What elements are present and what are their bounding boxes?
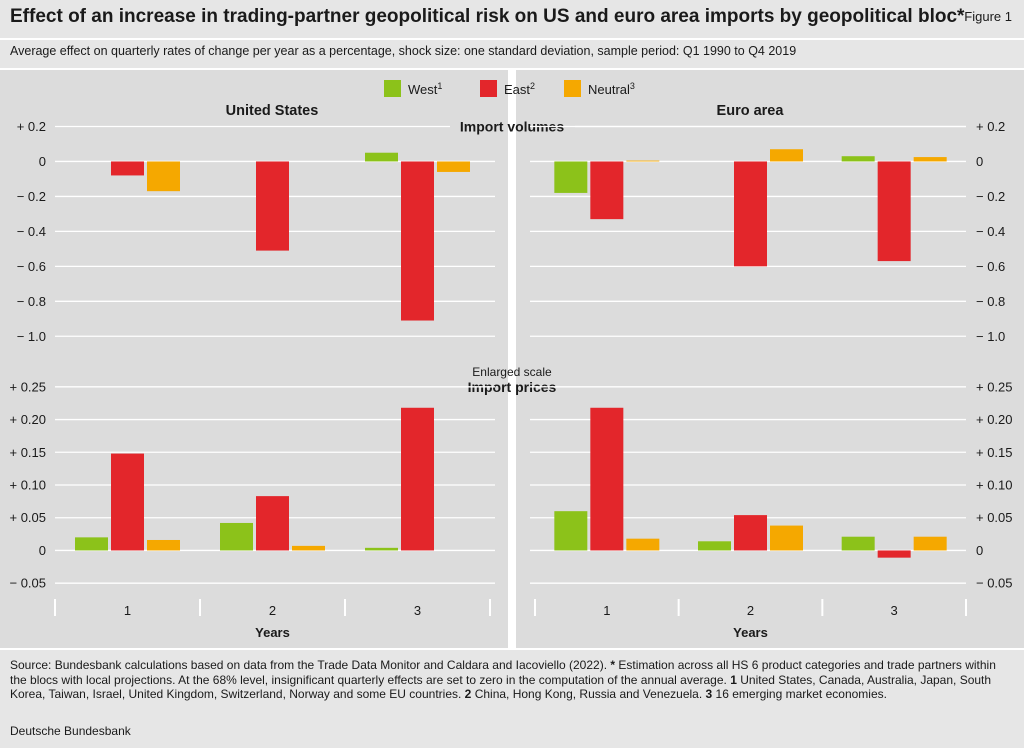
footnote-2-text: China, Hong Kong, Russia and Venezuela. bbox=[471, 687, 706, 701]
column-title-us: United States bbox=[226, 103, 319, 119]
bar-import-volumes-euro-area-year2-east bbox=[734, 161, 767, 267]
bar-import-prices-euro-area-year3-neutral bbox=[913, 536, 947, 551]
y-tick-label-left-import-volumes: − 0.2 bbox=[17, 189, 46, 204]
bar-import-volumes-united-states-year3-west bbox=[365, 152, 398, 162]
bar-import-prices-euro-area-year2-east bbox=[734, 515, 767, 551]
title-divider bbox=[0, 38, 1024, 40]
x-axis-label-euro-area: Years bbox=[733, 625, 768, 640]
footnote-source: Source: Bundesbank calculations based on… bbox=[10, 658, 611, 672]
column-title-euro: Euro area bbox=[717, 103, 785, 119]
y-tick-label-right-import-prices: + 0.05 bbox=[976, 510, 1013, 525]
chart-subtitle: Average effect on quarterly rates of cha… bbox=[10, 44, 797, 58]
bar-import-prices-euro-area-year3-east bbox=[877, 550, 911, 558]
bar-import-volumes-euro-area-year1-east bbox=[590, 161, 624, 220]
bar-import-volumes-united-states-year1-neutral bbox=[147, 161, 180, 192]
x-tick-label: 1 bbox=[603, 603, 610, 618]
footnote-marker-3: 3 bbox=[705, 687, 713, 701]
y-tick-label-left-import-prices: − 0.05 bbox=[9, 576, 46, 591]
y-tick-label-right-import-volumes: − 0.8 bbox=[976, 294, 1005, 309]
y-tick-label-right-import-volumes: − 1.0 bbox=[976, 329, 1005, 344]
y-tick-label-left-import-prices: + 0.20 bbox=[9, 412, 46, 427]
publisher: Deutsche Bundesbank bbox=[10, 724, 131, 738]
bar-import-volumes-united-states-year3-neutral bbox=[437, 161, 470, 172]
y-tick-label-left-import-volumes: 0 bbox=[39, 154, 46, 169]
y-tick-label-right-import-prices: − 0.05 bbox=[976, 576, 1013, 591]
bar-import-prices-united-states-year2-neutral bbox=[292, 545, 325, 551]
chart-title: Effect of an increase in trading-partner… bbox=[10, 6, 965, 27]
bar-import-volumes-euro-area-year3-west bbox=[841, 156, 875, 162]
bar-import-volumes-united-states-year1-east bbox=[111, 161, 144, 176]
y-tick-label-left-import-volumes: − 0.8 bbox=[17, 294, 46, 309]
bar-import-volumes-euro-area-year3-east bbox=[877, 161, 911, 262]
bar-import-volumes-euro-area-year3-neutral bbox=[913, 157, 947, 162]
x-tick-label: 3 bbox=[891, 603, 898, 618]
bar-import-volumes-united-states-year3-east bbox=[401, 161, 434, 321]
bar-import-volumes-euro-area-year1-neutral bbox=[626, 160, 660, 162]
y-tick-label-right-import-volumes: − 0.2 bbox=[976, 189, 1005, 204]
y-tick-label-right-import-prices: 0 bbox=[976, 543, 983, 558]
chart-bottom-rule bbox=[0, 648, 1024, 650]
y-tick-label-left-import-prices: 0 bbox=[39, 543, 46, 558]
y-tick-label-right-import-volumes: − 0.4 bbox=[976, 224, 1005, 239]
center-divider bbox=[508, 68, 516, 650]
chart-top-rule bbox=[0, 68, 1024, 70]
bar-import-prices-euro-area-year2-neutral bbox=[770, 525, 803, 551]
y-tick-label-left-import-volumes: + 0.2 bbox=[17, 119, 46, 134]
x-tick-label: 1 bbox=[124, 603, 131, 618]
footnote-marker-2: 2 bbox=[464, 687, 472, 701]
footnote-marker-1: 1 bbox=[730, 672, 737, 687]
y-tick-label-right-import-prices: + 0.25 bbox=[976, 379, 1013, 394]
legend-label-west: West1 bbox=[408, 81, 442, 97]
footnote-3-text: 16 emerging market economies. bbox=[712, 687, 887, 701]
panel-title-import-volumes: Import volumes bbox=[460, 118, 564, 134]
bar-import-prices-united-states-year2-west bbox=[220, 522, 253, 551]
legend-label-east: East2 bbox=[504, 81, 535, 97]
legend-swatch-east bbox=[480, 80, 497, 97]
y-tick-label-right-import-prices: + 0.15 bbox=[976, 445, 1013, 460]
panel-title-import-prices: Import prices bbox=[468, 379, 557, 395]
y-tick-label-left-import-prices: + 0.05 bbox=[9, 510, 46, 525]
x-axis-label-united-states: Years bbox=[255, 625, 290, 640]
y-tick-label-right-import-volumes: + 0.2 bbox=[976, 119, 1005, 134]
panel-note-import-prices: Enlarged scale bbox=[472, 365, 552, 379]
bar-import-prices-united-states-year1-west bbox=[75, 537, 108, 551]
bar-import-prices-euro-area-year1-neutral bbox=[626, 538, 660, 551]
bar-import-volumes-euro-area-year2-neutral bbox=[770, 149, 803, 162]
bar-import-prices-euro-area-year3-west bbox=[841, 536, 875, 551]
y-tick-label-right-import-prices: + 0.20 bbox=[976, 412, 1013, 427]
bar-import-volumes-united-states-year2-east bbox=[256, 161, 289, 251]
y-tick-label-left-import-volumes: − 0.4 bbox=[17, 224, 46, 239]
figure-label: Figure 1 bbox=[964, 9, 1012, 24]
bar-import-prices-united-states-year3-west bbox=[365, 547, 398, 551]
chart-canvas: West1 East2 Neutral3 United States Euro area… bbox=[0, 68, 1024, 650]
bar-import-prices-united-states-year1-east bbox=[111, 453, 144, 551]
x-tick-label: 2 bbox=[747, 603, 754, 618]
bar-import-prices-euro-area-year2-west bbox=[698, 541, 731, 551]
legend-swatch-neutral bbox=[564, 80, 581, 97]
bar-import-prices-united-states-year1-neutral bbox=[147, 539, 180, 551]
footnote-star-text: Estimation across all HS 6 product categ… bbox=[10, 658, 996, 687]
y-tick-label-left-import-prices: + 0.15 bbox=[9, 445, 46, 460]
y-tick-label-right-import-volumes: 0 bbox=[976, 154, 983, 169]
y-tick-label-left-import-volumes: − 0.6 bbox=[17, 259, 46, 274]
bar-import-prices-united-states-year3-east bbox=[401, 407, 434, 551]
bar-import-prices-euro-area-year1-east bbox=[590, 407, 624, 551]
y-tick-label-left-import-prices: + 0.25 bbox=[9, 379, 46, 394]
y-tick-label-right-import-prices: + 0.10 bbox=[976, 478, 1013, 493]
x-tick-label: 2 bbox=[269, 603, 276, 618]
bar-import-volumes-euro-area-year1-west bbox=[554, 161, 588, 193]
bar-import-prices-united-states-year2-east bbox=[256, 496, 289, 551]
legend-swatch-west bbox=[384, 80, 401, 97]
bar-import-prices-euro-area-year1-west bbox=[554, 511, 588, 551]
y-tick-label-left-import-volumes: − 1.0 bbox=[17, 329, 46, 344]
legend-label-neutral: Neutral3 bbox=[588, 81, 635, 97]
y-tick-label-right-import-volumes: − 0.6 bbox=[976, 259, 1005, 274]
x-tick-label: 3 bbox=[414, 603, 421, 618]
y-tick-label-left-import-prices: + 0.10 bbox=[9, 478, 46, 493]
footnote-1-text: United States, Canada, Australia, Japan,… bbox=[10, 672, 992, 702]
footnote-marker-star: * bbox=[610, 658, 616, 672]
footnotes: Source: Bundesbank calculations based on… bbox=[10, 658, 1010, 702]
